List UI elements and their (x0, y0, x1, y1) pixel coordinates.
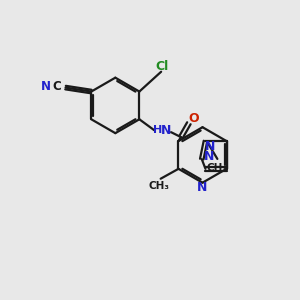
Text: CH₃: CH₃ (207, 163, 228, 173)
Text: N: N (161, 124, 171, 137)
Text: Cl: Cl (155, 60, 169, 73)
Text: N: N (197, 181, 208, 194)
Text: H: H (153, 125, 162, 135)
Text: O: O (188, 112, 199, 125)
Text: N: N (41, 80, 51, 93)
Text: C: C (52, 80, 61, 93)
Text: CH₃: CH₃ (148, 181, 169, 191)
Text: N: N (205, 140, 216, 152)
Text: N: N (203, 150, 214, 163)
